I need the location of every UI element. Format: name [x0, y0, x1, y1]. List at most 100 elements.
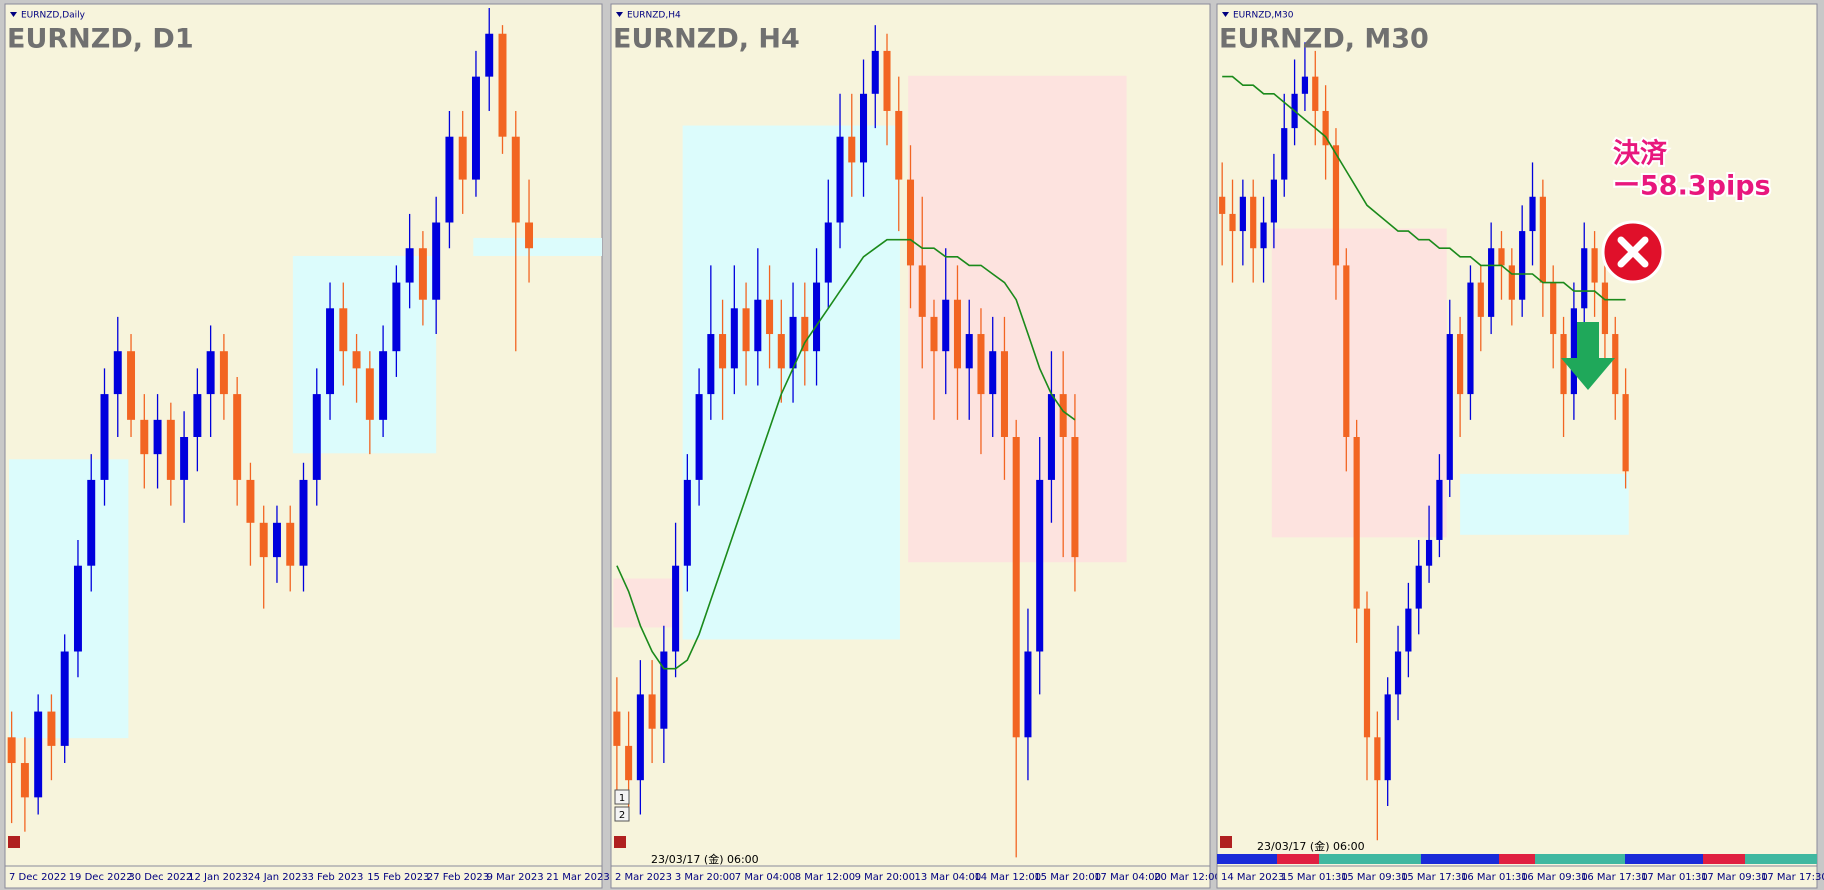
candle-body: [180, 437, 189, 480]
x-tick-label: 17 Mar 17:30: [1761, 872, 1824, 883]
candle-body: [801, 316, 809, 352]
candle-body: [1024, 651, 1032, 738]
candle-body: [1508, 265, 1515, 300]
panel-icon: [1220, 836, 1232, 848]
candle-body: [1601, 282, 1609, 335]
candle-body: [193, 394, 202, 437]
x-tick-label: 24 Jan 2023: [248, 872, 308, 883]
x-tick-label: 8 Mar 12:00: [795, 872, 855, 883]
candle-body: [153, 419, 162, 455]
candle-body: [1036, 479, 1044, 652]
chart-title: EURNZD, M30: [1219, 24, 1429, 55]
candle-body: [742, 308, 750, 352]
candle-body: [895, 110, 903, 180]
candle-body: [1012, 437, 1020, 738]
candle-body: [848, 136, 856, 163]
candle-body: [405, 248, 414, 283]
candle-body: [7, 737, 16, 764]
x-tick-label: 15 Mar 17:30: [1401, 872, 1468, 883]
candle-body: [485, 33, 494, 77]
candle-body: [246, 479, 255, 523]
candle-body: [1281, 128, 1288, 180]
candle-body: [977, 334, 985, 395]
session-bar: [1745, 854, 1817, 864]
axis-strip: [610, 865, 1211, 889]
candle-body: [1436, 479, 1443, 540]
chart-label: EURNZD,M30: [1233, 11, 1294, 21]
candle-body: [1374, 737, 1381, 781]
candle-body: [1529, 196, 1536, 232]
candle-body: [286, 522, 295, 566]
candle-body: [754, 299, 762, 352]
candle-body: [965, 334, 973, 369]
candle-body: [789, 316, 797, 369]
candle-body: [1071, 437, 1079, 558]
candle-body: [100, 394, 109, 480]
x-tick-label: 16 Mar 01:30: [1461, 872, 1528, 883]
session-bar: [1217, 854, 1277, 864]
zone: [473, 237, 602, 256]
candle-body: [1415, 565, 1422, 609]
candle-body: [953, 299, 962, 369]
candle-body: [1343, 265, 1350, 437]
candle-body: [60, 651, 69, 746]
close-icon-cross: [1617, 236, 1649, 268]
x-tick-label: 16 Mar 17:30: [1581, 872, 1648, 883]
candle-body: [1270, 179, 1277, 223]
candle-body: [1622, 394, 1629, 472]
x-tick-label: 7 Dec 2022: [9, 872, 67, 883]
candle-body: [1457, 334, 1464, 395]
candle-body: [1519, 231, 1526, 300]
candle-body: [1332, 145, 1340, 266]
x-tick-label: 15 Mar 09:30: [1341, 872, 1408, 883]
session-bar: [1499, 854, 1535, 864]
candle-body: [1250, 196, 1257, 249]
candle-body: [1301, 76, 1309, 94]
x-tick-label: 17 Mar 09:30: [1701, 872, 1768, 883]
candle-body: [339, 308, 348, 352]
x-tick-label: 21 Mar 2023: [546, 872, 609, 883]
candle-body: [525, 222, 534, 249]
candle-body: [1312, 76, 1319, 111]
candle-body: [1498, 248, 1505, 266]
chart-title: EURNZD, D1: [7, 24, 194, 55]
trade-annotation: 決済: [1613, 138, 1668, 170]
candle-body: [47, 711, 56, 746]
candle-body: [471, 76, 480, 180]
x-tick-label: 20 Mar 12:00: [1154, 872, 1221, 883]
zoom-button-label[interactable]: 1: [619, 793, 625, 804]
candle-body: [1219, 196, 1226, 214]
session-bar: [1277, 854, 1319, 864]
x-tick-label: 13 Mar 04:00: [915, 872, 982, 883]
candle-body: [813, 282, 821, 352]
chart-title: EURNZD, H4: [613, 24, 800, 55]
session-bar: [1703, 854, 1745, 864]
candle-body: [1467, 282, 1474, 395]
candle-body: [695, 394, 703, 480]
candle-body: [1000, 351, 1008, 437]
candle-body: [883, 50, 891, 111]
chart-label: EURNZD,Daily: [21, 11, 86, 21]
candle-body: [272, 522, 281, 558]
moving-average: [1222, 75, 1626, 301]
candle-body: [1539, 196, 1546, 283]
zoom-button[interactable]: [614, 806, 630, 822]
candle-body: [1425, 539, 1433, 566]
candle-body: [942, 299, 950, 352]
zoom-button-label[interactable]: 2: [619, 810, 625, 821]
candle-body: [719, 334, 727, 369]
zone: [8, 459, 129, 739]
x-tick-label: 3 Mar 20:00: [675, 872, 735, 883]
candle-body: [20, 763, 29, 798]
candle-body: [1059, 394, 1067, 437]
x-tick-label: 15 Mar 01:30: [1281, 872, 1348, 883]
x-tick-label: 27 Feb 2023: [427, 872, 489, 883]
candle-body: [1488, 248, 1495, 317]
candle-body: [365, 368, 374, 420]
session-bar: [1535, 854, 1625, 864]
candle-body: [166, 419, 175, 480]
candle-body: [259, 522, 268, 558]
zoom-button[interactable]: [614, 789, 630, 805]
session-bar: [1625, 854, 1703, 864]
